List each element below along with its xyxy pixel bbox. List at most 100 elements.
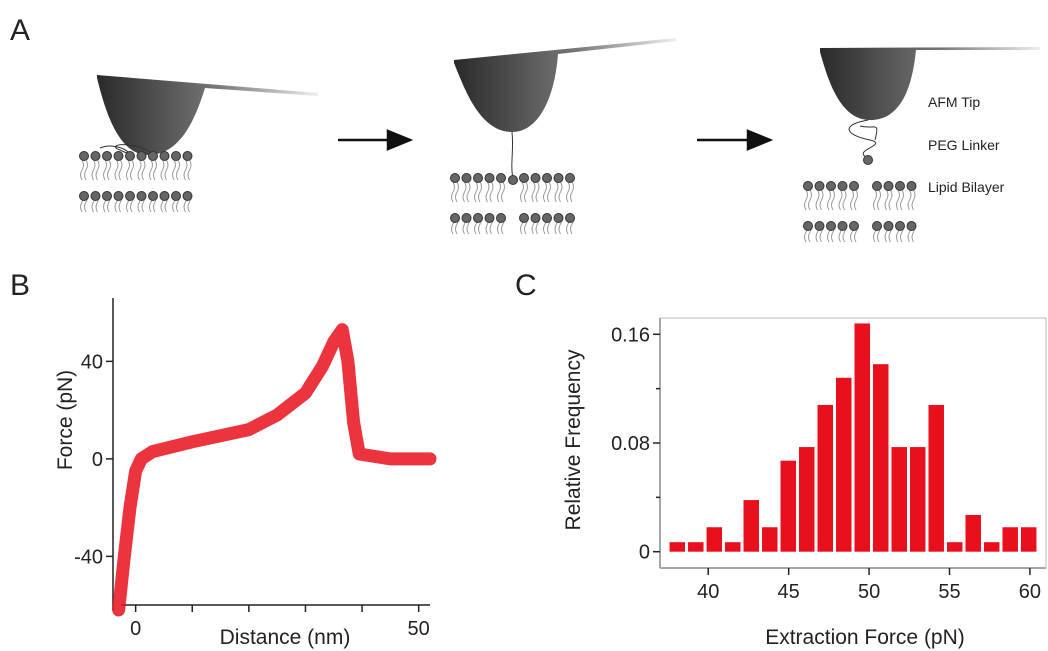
bar	[965, 515, 981, 552]
peg-linker	[511, 131, 514, 179]
lipid-head	[883, 181, 894, 191]
bar	[762, 527, 778, 552]
lipid-head	[565, 173, 575, 183]
lipid-head	[872, 221, 882, 231]
afm-tip	[97, 75, 318, 155]
lipid-head	[519, 173, 529, 183]
lipid-head	[182, 151, 193, 161]
x-tick-label: 45	[778, 581, 800, 603]
lipid-tail	[485, 181, 494, 203]
lipid-tail	[149, 159, 157, 181]
lipid-head	[90, 151, 101, 161]
lipid-tail	[497, 181, 505, 203]
y-tick-label: 0.16	[611, 324, 650, 346]
lipid-tail	[520, 181, 528, 203]
y-tick-label: 0	[639, 542, 650, 564]
lipid-head	[102, 151, 112, 161]
diagram-label: PEG Linker	[928, 137, 1000, 153]
lipid-head	[113, 151, 124, 161]
lipid-tail	[827, 189, 835, 211]
lipid-head	[837, 221, 848, 231]
peg-linker	[99, 144, 151, 154]
bar	[688, 542, 704, 552]
panel-label: B	[10, 269, 30, 302]
lipid-head	[450, 173, 460, 183]
lipid-head	[125, 151, 135, 161]
lipid-tail	[160, 159, 169, 181]
bar	[780, 460, 797, 552]
lipid-tail	[80, 159, 88, 181]
bar	[669, 542, 686, 552]
lipid-head	[814, 181, 825, 191]
lipid-tail	[126, 159, 134, 181]
y-axis-label: Relative Frequency	[562, 349, 585, 530]
lipid-head	[113, 191, 124, 201]
lipid-head	[136, 191, 147, 201]
x-tick-label: 40	[697, 581, 719, 603]
panel-label: C	[515, 269, 537, 302]
chart-b: Force (pN) Distance (nm)	[54, 370, 350, 649]
lipid-tail	[172, 159, 180, 181]
x-tick-label: 60	[1019, 581, 1041, 603]
lipid-head	[450, 213, 460, 223]
lipid-tail	[873, 189, 881, 211]
lipid-tail	[91, 159, 100, 181]
lipid-head	[872, 181, 882, 191]
afm-tip	[820, 47, 1040, 120]
bar	[946, 542, 963, 552]
lipid-head	[159, 151, 170, 161]
arrow	[338, 129, 414, 151]
lipid-head	[895, 221, 905, 231]
lipid-tail	[103, 159, 111, 181]
lipid-head	[473, 213, 483, 223]
lipid-tail	[462, 181, 471, 203]
lipid-head	[136, 151, 147, 161]
lipid-tail	[531, 181, 540, 203]
lipid-head	[542, 173, 552, 183]
bar	[983, 542, 1000, 552]
lipid-head	[565, 213, 575, 223]
lipid-tail	[451, 181, 459, 203]
lipid-tail	[884, 189, 893, 211]
lipid-tail	[114, 159, 123, 181]
lipid-head	[182, 191, 193, 201]
lipid-tail	[183, 159, 192, 181]
lipid-head	[906, 221, 917, 231]
bar	[1020, 527, 1037, 552]
lipid-tail	[554, 181, 563, 203]
bar	[891, 447, 907, 552]
diagram: AFM Tip PEG Linker Lipid Bilayer	[79, 38, 1040, 243]
lipid-head	[159, 191, 170, 201]
x-axis-label: Distance (nm)	[220, 626, 351, 649]
lipid-tail	[543, 181, 551, 203]
lipid-head	[814, 221, 825, 231]
lipid-tail	[137, 159, 146, 181]
bar	[799, 447, 815, 552]
lipid-head	[496, 213, 506, 223]
lipid-head	[148, 191, 158, 201]
bar	[909, 447, 926, 552]
x-axis-label: Extraction Force (pN)	[765, 626, 965, 649]
bar	[743, 500, 760, 552]
lipid-head	[484, 213, 495, 223]
afm-tip	[454, 38, 676, 132]
bar	[706, 527, 723, 552]
lipid-head	[171, 191, 181, 201]
lipid-head	[895, 181, 905, 191]
lipid-head	[461, 173, 472, 183]
lipid-head	[90, 191, 101, 201]
lipid-head	[553, 213, 564, 223]
lipid-tail	[838, 189, 847, 211]
y-tick-label: 0	[92, 449, 103, 471]
y-tick-label: -40	[74, 546, 103, 568]
y-tick-label: 0.08	[611, 433, 650, 455]
lipid-tail	[815, 189, 824, 211]
lipid-head	[148, 151, 158, 161]
lipid-head	[484, 173, 495, 183]
y-tick-label: 40	[81, 351, 103, 373]
diagram-label: Lipid Bilayer	[928, 179, 1005, 195]
lipid-head	[171, 151, 181, 161]
force-curve	[112, 323, 437, 617]
bar	[725, 542, 741, 552]
